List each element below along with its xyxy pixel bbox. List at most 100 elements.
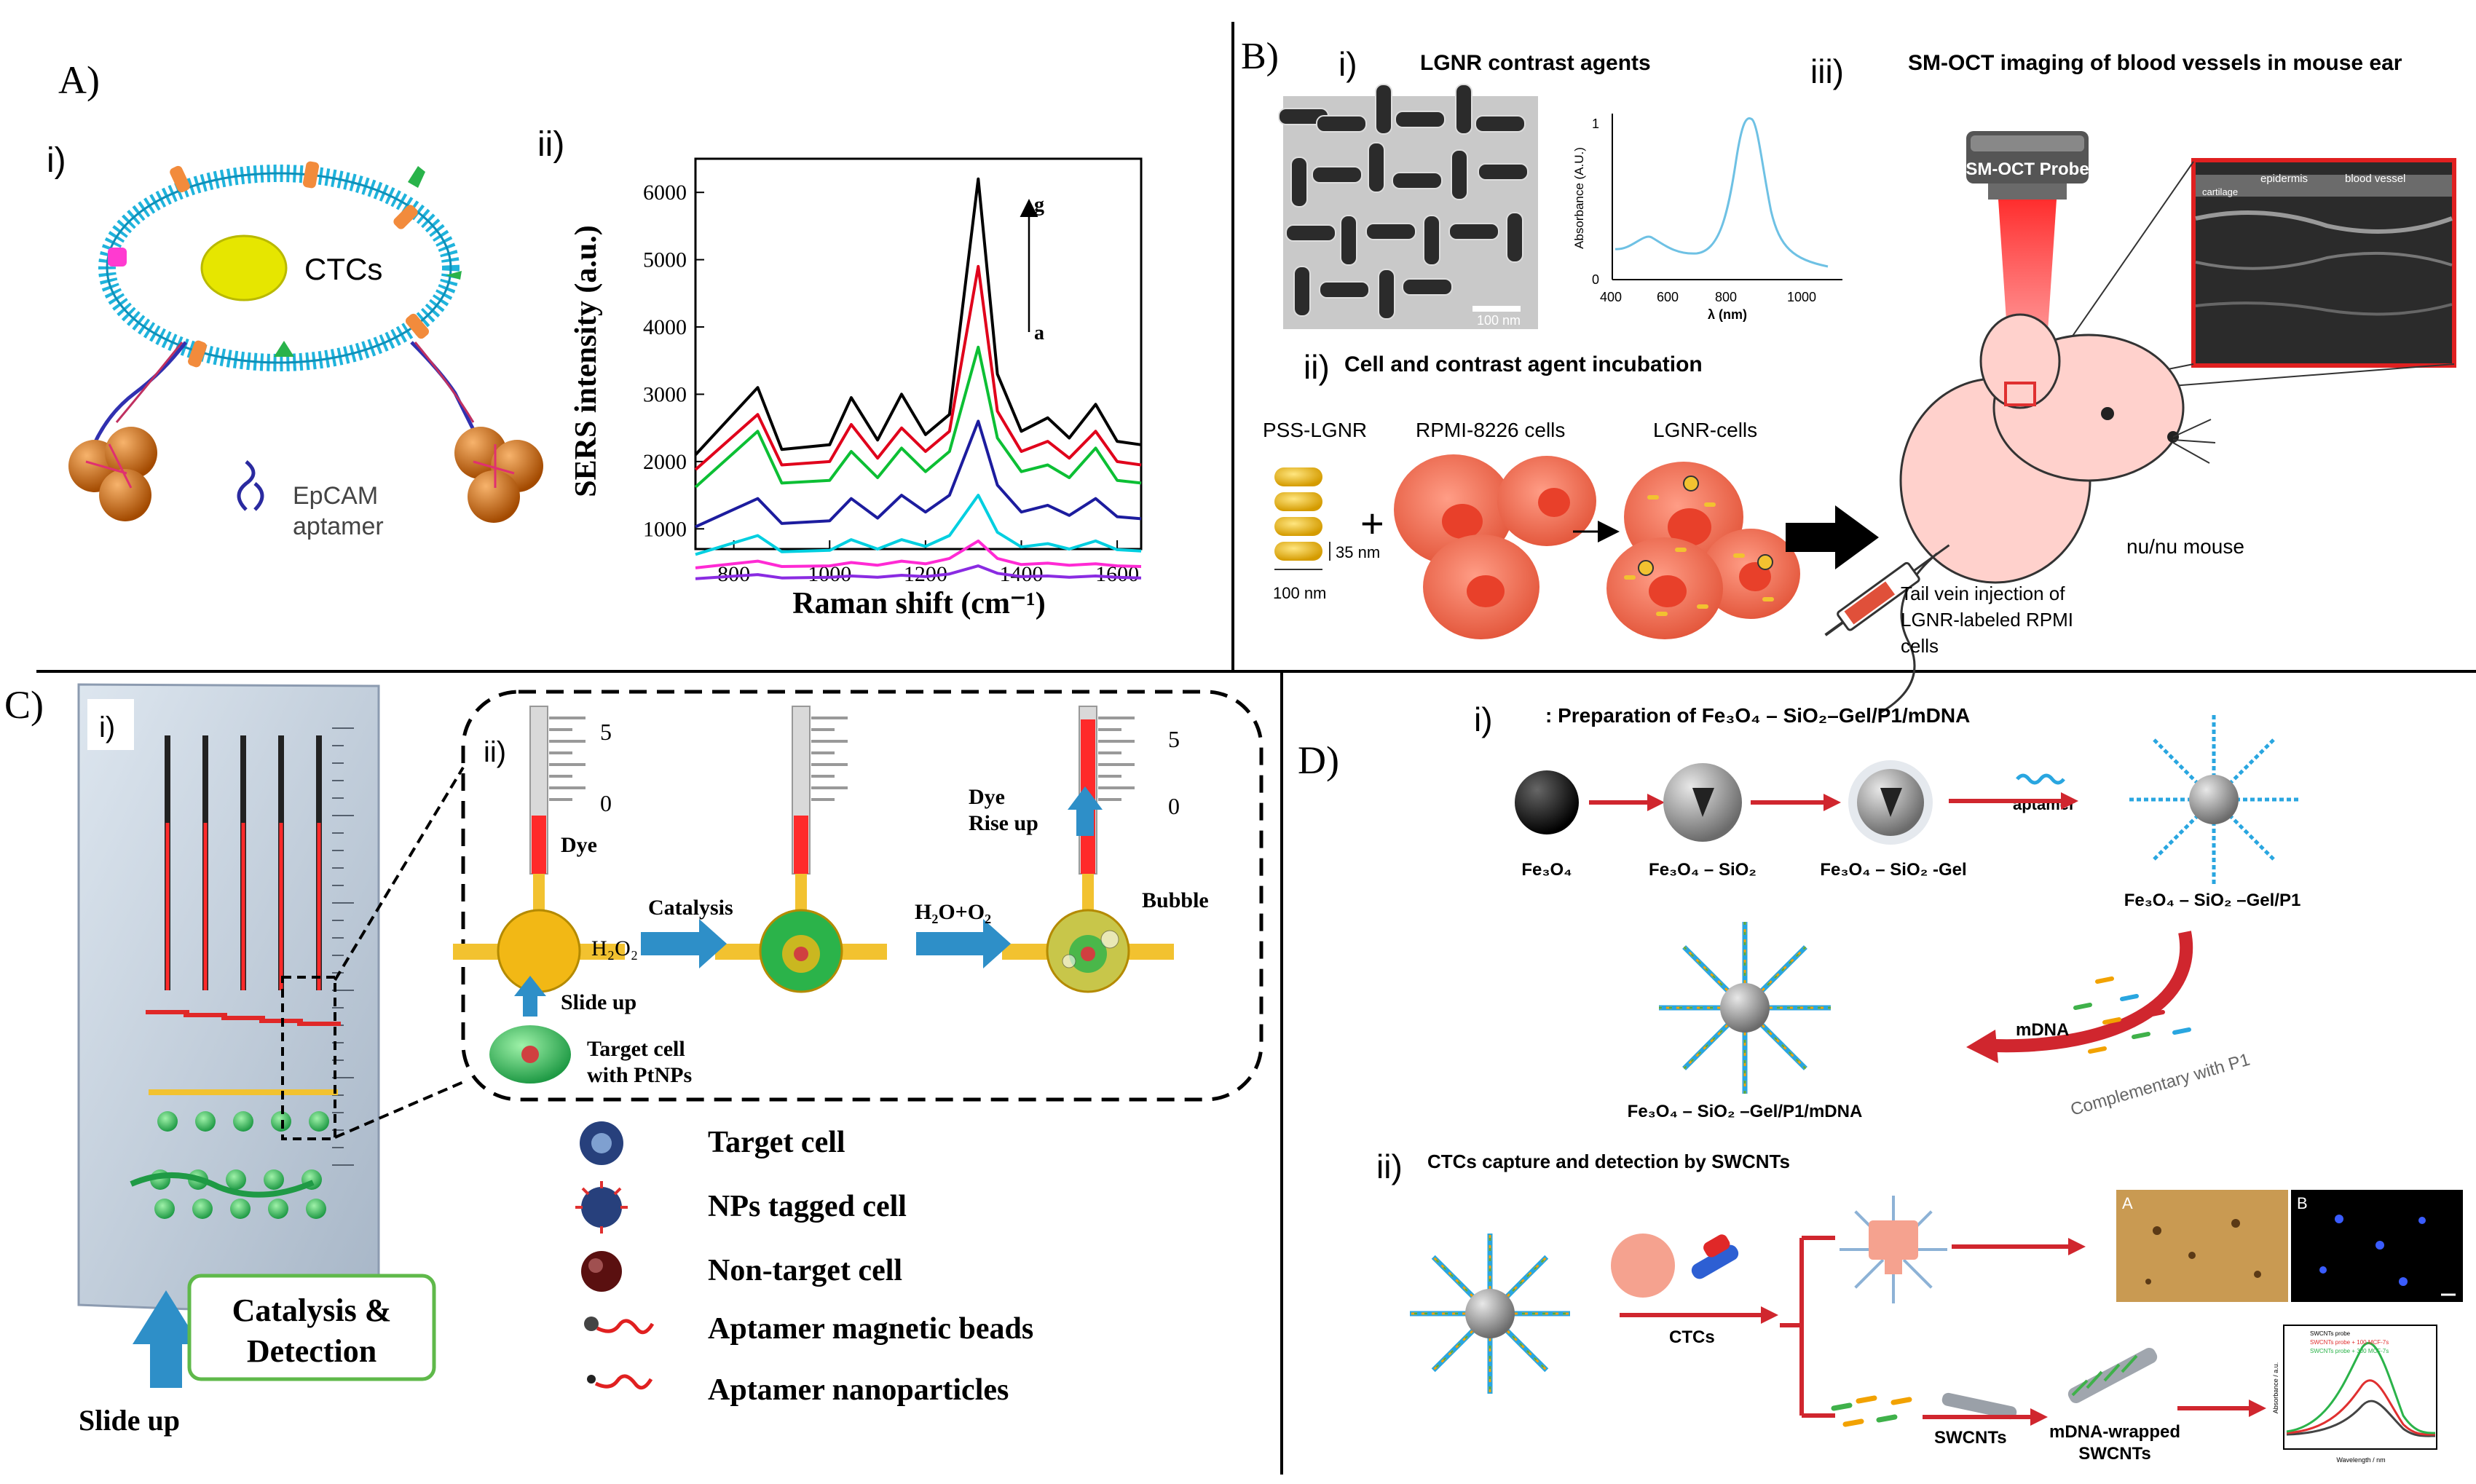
mdna-curved-arrow xyxy=(1995,931,2193,1053)
mdna-strand xyxy=(1683,946,1730,993)
aptamer-legend-line2: aptamer xyxy=(293,513,384,540)
capture-probe-particle xyxy=(1410,1234,1570,1394)
sers-arrow-top-label: g xyxy=(1034,194,1044,216)
target-cell-line2: with PtNPs xyxy=(587,1063,692,1087)
p1-functionalized-particle xyxy=(2128,714,2300,885)
catalyst-cell-core xyxy=(794,947,808,961)
micrographs: A B xyxy=(2116,1190,2463,1302)
captured-ctc xyxy=(1869,1220,1918,1260)
panel-b-ii-title: Cell and contrast agent incubation xyxy=(1344,352,1703,376)
catalysis-box-line1: Catalysis & xyxy=(232,1292,392,1328)
legend-nps-tagged-cell: NPs tagged cell xyxy=(708,1190,907,1223)
reaction-arrow xyxy=(916,919,1011,968)
panel-b-i-label: i) xyxy=(1338,45,1357,83)
zoom-box xyxy=(281,976,336,1140)
absorbance-y-label: Absorbance (A.U.) xyxy=(1572,147,1586,249)
mouse-label: nu/nu mouse xyxy=(2126,535,2244,558)
catalysis-box-line2: Detection xyxy=(247,1333,376,1369)
magnet-icon xyxy=(1691,1244,1739,1279)
sers-y-tick-label: 3000 xyxy=(643,382,687,406)
catalysis-arrow xyxy=(641,919,727,968)
sers-y-tick-label: 4000 xyxy=(643,315,687,339)
slide-up-small-label: Slide up xyxy=(561,990,636,1014)
nanorod xyxy=(1290,157,1308,208)
sers-series-b xyxy=(695,539,1142,569)
nanorod xyxy=(1395,111,1446,128)
absorbance-ytick-0: 0 xyxy=(1592,272,1599,287)
nanorod xyxy=(1319,281,1370,299)
nanorod xyxy=(1293,266,1311,317)
lgnr-cells xyxy=(1606,462,1800,639)
probe-strand xyxy=(2151,813,2200,862)
legend-aptamer-nanoparticles: Aptamer nanoparticles xyxy=(708,1373,1009,1407)
absorbance-curve xyxy=(1614,117,1829,268)
absorbance-x-label: λ (nm) xyxy=(1708,307,1747,322)
catalyst-cell-core xyxy=(1081,947,1095,961)
absorbance-mini-chart: SWCNTs probe SWCNTs probe + 100 MCF-7s S… xyxy=(2272,1325,2437,1464)
plus-sign: + xyxy=(1360,500,1384,546)
injection-line2: LGNR-labeled RPMI xyxy=(1901,609,2073,631)
zoom-panel-ii xyxy=(461,690,1263,1102)
mdna-fragments xyxy=(2073,976,2191,1054)
mini-curve-swcnt xyxy=(2286,1400,2436,1437)
mdna-strand xyxy=(1683,1022,1730,1070)
panel-b-label: B) xyxy=(1241,36,1279,77)
ctc-with-magnet: CTCs xyxy=(1611,1234,1778,1347)
panel-c-ii-label: ii) xyxy=(484,736,506,768)
nanorod xyxy=(1392,172,1443,189)
probe-strand xyxy=(2151,737,2200,786)
panel-a-i-label: i) xyxy=(47,141,66,180)
bubble xyxy=(1062,954,1076,968)
bottom-green-strand xyxy=(130,1172,315,1198)
rpmi-cells-label: RPMI-8226 cells xyxy=(1416,419,1565,441)
panel-b-iii-label: iii) xyxy=(1810,52,1844,90)
ctc-cell-icon xyxy=(1611,1234,1675,1298)
panel-d-label: D) xyxy=(1298,738,1339,782)
sers-x-label: Raman shift (cm⁻¹) xyxy=(792,587,1045,620)
mini-curve-300 xyxy=(2286,1342,2436,1434)
particle-core xyxy=(2189,775,2239,824)
captured-ctc-stem xyxy=(1885,1258,1902,1274)
legend-non-target-cell: Non-target cell xyxy=(708,1254,902,1287)
dye-rise-arrow xyxy=(1068,786,1103,836)
dye-neck xyxy=(533,874,545,917)
dye-label: Dye xyxy=(561,833,597,857)
bottom-green-bead xyxy=(306,1199,326,1219)
micrograph-b-label: B xyxy=(2297,1194,2308,1212)
rpmi-cells xyxy=(1394,454,1596,639)
gold-nanorods: 100 nm 35 nm xyxy=(1273,467,1380,602)
bubble xyxy=(1100,930,1119,949)
mini-legend-2: SWCNTs probe + 100 MCF-7s xyxy=(2310,1339,2389,1346)
nanorod xyxy=(1448,223,1499,240)
nanorod xyxy=(1375,84,1392,135)
ctc-nucleus xyxy=(200,234,288,301)
slide-up-small-arrow xyxy=(514,976,546,1017)
panel-b-i-title: LGNR contrast agents xyxy=(1420,51,1651,75)
nanorod xyxy=(1316,115,1367,133)
nanorod xyxy=(1368,142,1385,193)
sers-chart: 800 1000 1200 1400 1600100020003000400050006… xyxy=(569,157,1143,620)
dye-neck xyxy=(795,874,807,917)
sers-y-tick-label: 5000 xyxy=(643,248,687,272)
panel-d-i-label: i) xyxy=(1474,700,1493,738)
panel-a-label: A) xyxy=(58,58,100,102)
fe-full-label: Fe₃O₄ – SiO₂ –Gel/P1/mDNA xyxy=(1628,1102,1863,1121)
scale-5-right: 5 xyxy=(1168,726,1180,752)
bottom-green-bead xyxy=(192,1199,213,1219)
probe-strand xyxy=(1854,1258,1885,1289)
fe-p1-label: Fe₃O₄ – SiO₂ –Gel/P1 xyxy=(2124,891,2301,910)
non-target-cell-icon xyxy=(581,1251,622,1292)
device-illustration: i) xyxy=(77,683,465,1318)
catalysis-steps xyxy=(453,706,1174,993)
sers-y-tick-label: 2000 xyxy=(643,450,687,474)
bubble-label: Bubble xyxy=(1142,888,1209,912)
dye-rise-line1: Dye xyxy=(969,785,1005,809)
oct-image: epidermis blood vessel cartilage xyxy=(2030,158,2456,398)
nanorods xyxy=(1278,84,1529,320)
sers-ticks: 800 1000 1200 1400 1600100020003000400050006… xyxy=(643,181,1139,586)
swcnt-tube-icon xyxy=(1941,1392,2017,1420)
absorbance-spectrum: Absorbance (A.U.) λ (nm) 400 600 800 100… xyxy=(1572,114,1842,322)
fe3o4-label: Fe₃O₄ xyxy=(1521,860,1572,880)
rod-width-label: 35 nm xyxy=(1336,543,1380,561)
sers-plot-frame xyxy=(694,157,1143,550)
